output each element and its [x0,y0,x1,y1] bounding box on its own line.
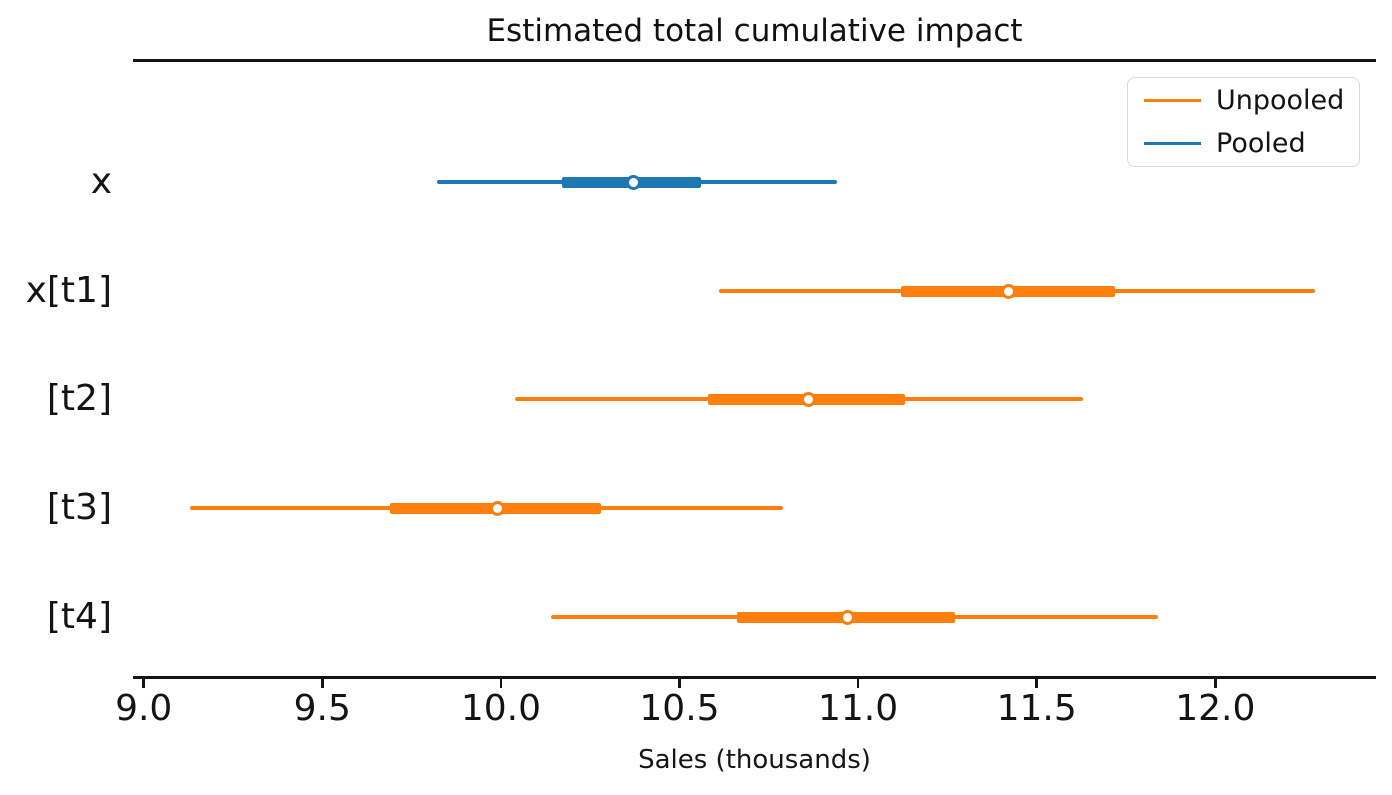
legend-item: Pooled [1144,128,1359,159]
legend-line-swatch [1144,141,1201,146]
legend-item: Unpooled [1144,85,1359,116]
x-axis-tick-label: 9.5 [293,688,351,729]
x-axis-tick [678,679,681,688]
y-axis-row-label: x [90,161,112,202]
y-axis-row-label: [t2] [46,378,112,419]
x-axis-tick-label: 12.0 [1175,688,1256,729]
x-axis-tick-label: 9.0 [115,688,173,729]
top-spine [133,59,1376,62]
x-axis-tick [1035,679,1038,688]
x-axis-tick [142,679,145,688]
point-estimate-marker [839,609,855,625]
legend-line-swatch [1144,98,1201,103]
legend-label: Pooled [1216,128,1306,159]
y-axis-row-label: x[t1] [25,270,112,311]
y-axis-row-label: [t4] [46,596,112,637]
y-axis-row-label: [t3] [46,487,112,528]
bottom-spine [133,676,1376,679]
x-axis-tick [321,679,324,688]
x-axis-tick-label: 11.5 [996,688,1077,729]
point-estimate-marker [489,500,505,516]
x-axis-tick [1214,679,1217,688]
x-axis-tick-label: 10.5 [639,688,720,729]
chart-title: Estimated total cumulative impact [486,13,1023,49]
point-estimate-marker [1000,283,1016,299]
legend: Unpooled Pooled [1127,77,1360,167]
x-axis-tick [499,679,503,688]
point-estimate-marker [625,174,641,190]
x-axis-label: Sales (thousands) [638,745,871,775]
x-axis-tick-label: 10.0 [460,688,541,729]
x-axis-tick [856,679,860,688]
x-axis-tick-label: 11.0 [818,688,899,729]
point-estimate-marker [800,391,816,407]
legend-label: Unpooled [1216,85,1345,116]
